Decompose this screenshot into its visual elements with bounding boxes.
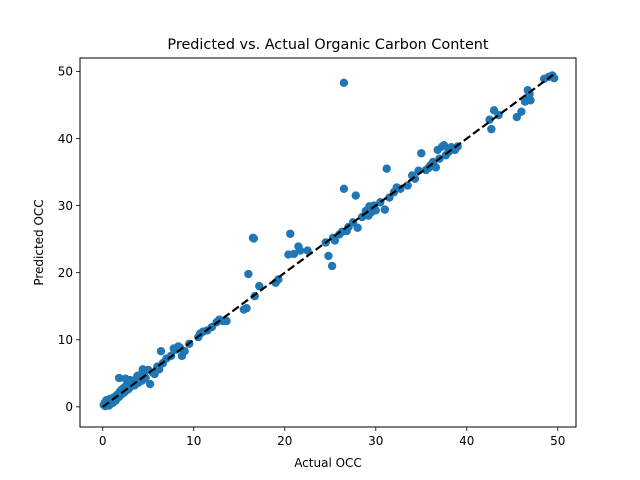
y-tick-label: 40	[58, 132, 73, 146]
data-point	[403, 181, 412, 190]
data-point	[303, 246, 312, 255]
data-point	[244, 269, 253, 279]
x-tick-label: 40	[459, 434, 474, 448]
data-point	[353, 223, 362, 232]
data-point	[145, 379, 155, 389]
data-point	[114, 373, 124, 383]
reference-line	[102, 73, 554, 408]
data-point	[431, 163, 441, 172]
data-point	[380, 205, 390, 214]
data-point	[351, 191, 360, 200]
data-point	[487, 124, 496, 134]
reference-line-layer	[102, 73, 554, 408]
x-tick-label: 20	[277, 434, 292, 448]
chart-title: Predicted vs. Actual Organic Carbon Cont…	[167, 37, 489, 53]
data-point	[125, 375, 135, 385]
data-point	[526, 96, 535, 105]
y-tick-label: 30	[58, 199, 73, 213]
data-point	[339, 78, 349, 88]
data-point	[154, 365, 164, 374]
data-point	[289, 249, 299, 259]
data-point	[242, 304, 251, 313]
data-point	[255, 281, 264, 291]
data-point	[417, 149, 426, 158]
x-tick-label: 30	[368, 434, 383, 448]
data-point	[296, 246, 305, 255]
data-point	[274, 275, 283, 284]
data-point	[382, 164, 391, 173]
data-point	[324, 251, 333, 261]
x-tick-label: 10	[186, 434, 201, 448]
y-tick-label: 0	[65, 400, 73, 414]
data-point	[410, 174, 420, 183]
y-axis-label: Predicted OCC	[32, 199, 46, 285]
data-point	[327, 261, 337, 271]
y-tick-label: 50	[58, 65, 73, 79]
data-point	[517, 107, 526, 116]
data-point	[485, 115, 494, 124]
x-axis-ticks: 0 10 20 30 40 50	[99, 427, 565, 448]
plot-frame	[79, 57, 577, 428]
data-point	[222, 316, 231, 326]
y-tick-label: 10	[58, 333, 73, 347]
y-axis-ticks: 0 10 20 30 40 50	[58, 65, 80, 414]
x-axis-label: Actual OCC	[294, 456, 362, 470]
x-tick-label: 0	[99, 434, 107, 448]
data-point	[138, 365, 147, 374]
data-point	[439, 141, 449, 150]
x-tick-label: 50	[550, 434, 565, 448]
y-tick-label: 20	[58, 266, 73, 280]
data-points	[99, 71, 559, 411]
data-point	[286, 229, 295, 238]
data-point	[249, 234, 259, 243]
data-point	[339, 184, 349, 194]
data-point	[156, 346, 166, 356]
